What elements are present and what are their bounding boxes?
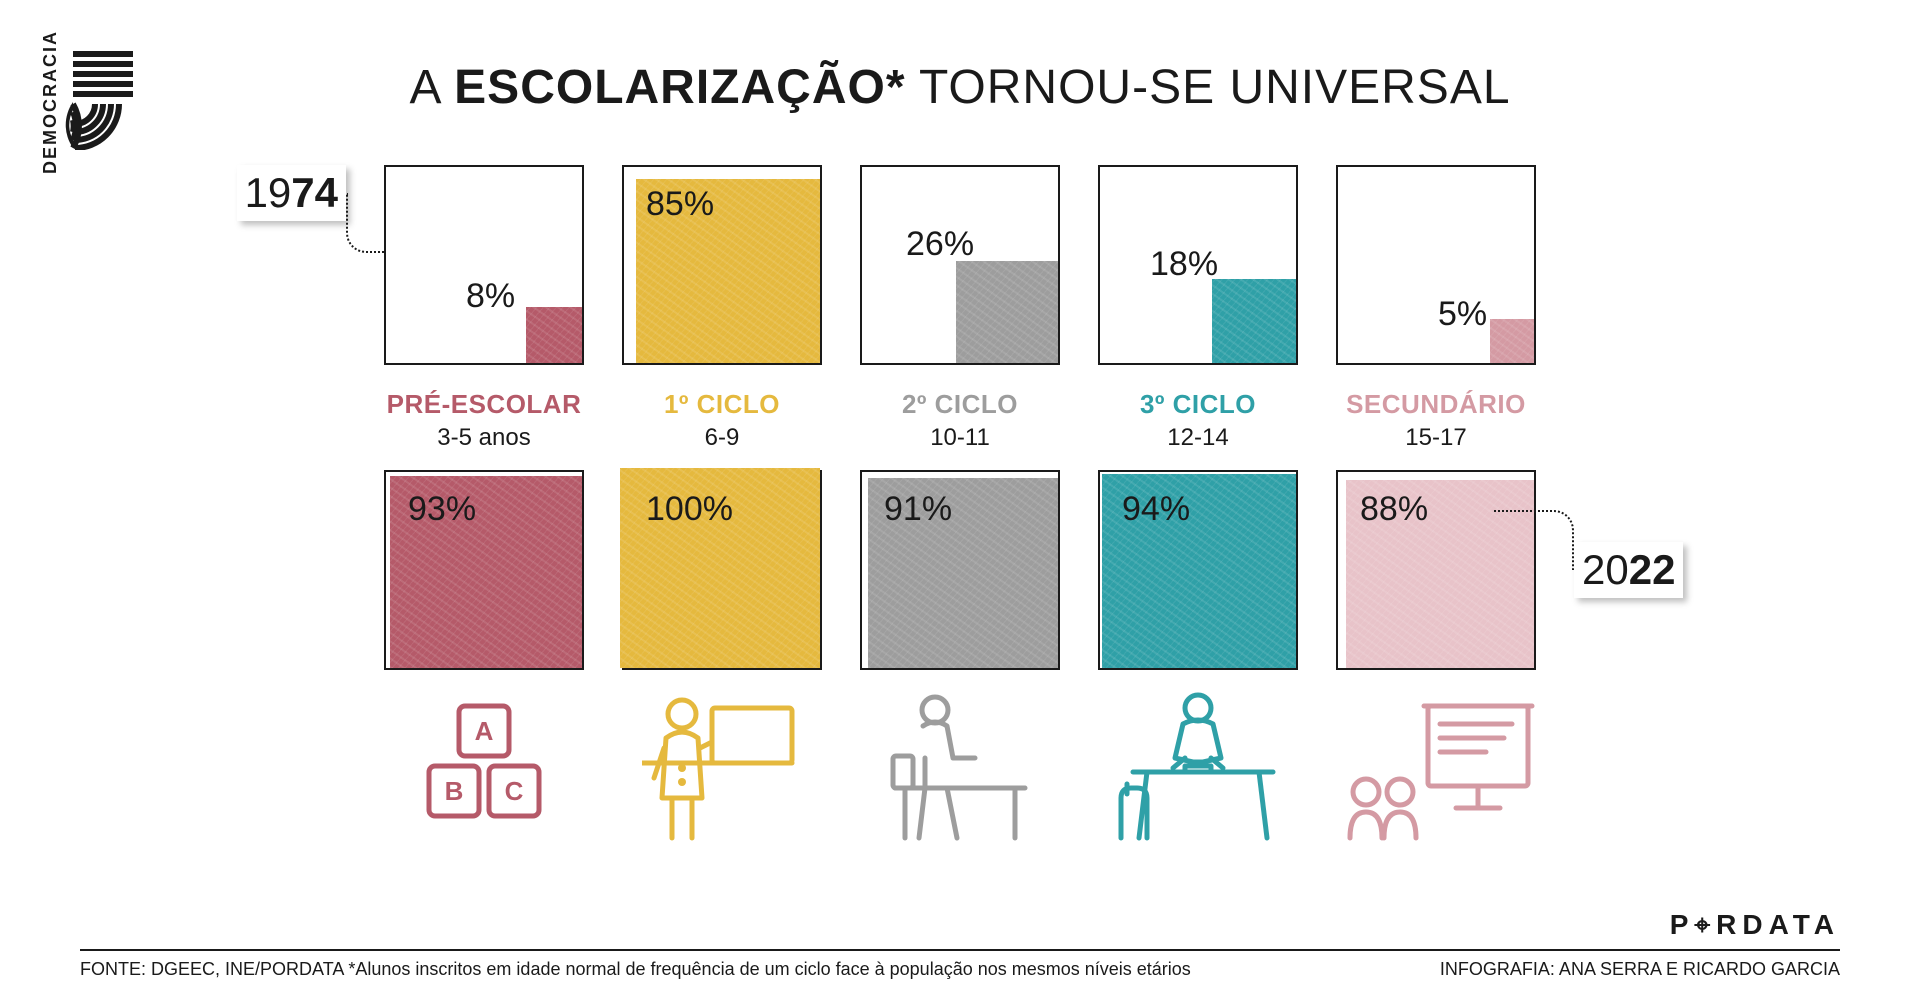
category-1-age: 6-9: [622, 424, 822, 452]
footer-credit: INFOGRAFIA: ANA SERRA E RICARDO GARCIA: [1440, 959, 1840, 980]
square-1974-4-fill: [1490, 319, 1534, 363]
brand-label: P⌖RDATA: [1670, 909, 1840, 942]
year-2022-label: 2022: [1574, 542, 1683, 598]
category-2-age: 10-11: [860, 424, 1060, 452]
square-2022-3-pct: 94%: [1122, 490, 1190, 529]
square-1974-2-fill: [956, 261, 1058, 363]
category-4-name: SECUNDÁRIO: [1336, 389, 1536, 420]
title-prefix: A: [409, 61, 454, 114]
square-1974-4: 5%: [1336, 165, 1536, 365]
category-2-icon: [860, 688, 1060, 858]
square-1974-3-pct: 18%: [1150, 245, 1218, 284]
square-2022-4: 88%: [1336, 470, 1536, 670]
square-2022-0-pct: 93%: [408, 490, 476, 529]
square-2022-1-pct: 100%: [646, 490, 733, 529]
infographic-grid: 1974 8% 85% 26% 18% 5% PRÉ-ESCOLAR 3-5 a…: [80, 165, 1840, 858]
logo-symbol-icon: [65, 50, 135, 155]
square-1974-4-pct: 5%: [1438, 295, 1487, 334]
square-2022-4-pct: 88%: [1360, 490, 1428, 529]
category-1-icon: [622, 688, 822, 858]
square-2022-3: 94%: [1098, 470, 1298, 670]
square-1974-3: 18%: [1098, 165, 1298, 365]
logo: DEMOCRACIA: [40, 30, 135, 174]
category-0-age: 3-5 anos: [384, 424, 584, 452]
square-1974-2-pct: 26%: [906, 225, 974, 264]
category-2-name: 2º CICLO: [860, 389, 1060, 420]
year-1974-label: 1974: [237, 165, 346, 221]
square-2022-0: 93%: [384, 470, 584, 670]
category-3-icon: [1098, 688, 1298, 858]
svg-text:B: B: [445, 776, 464, 806]
page-title: A ESCOLARIZAÇÃO* TORNOU-SE UNIVERSAL: [80, 60, 1840, 115]
square-2022-2: 91%: [860, 470, 1060, 670]
logo-text: DEMOCRACIA: [40, 30, 61, 174]
category-0-name: PRÉ-ESCOLAR: [384, 389, 584, 420]
square-1974-1: 85%: [622, 165, 822, 365]
square-1974-1-pct: 85%: [646, 185, 714, 224]
category-4: SECUNDÁRIO 15-17: [1336, 383, 1536, 452]
footer-source: FONTE: DGEEC, INE/PORDATA *Alunos inscri…: [80, 959, 1191, 980]
footer: FONTE: DGEEC, INE/PORDATA *Alunos inscri…: [80, 949, 1840, 980]
square-1974-0-pct: 8%: [466, 277, 515, 316]
title-row: A ESCOLARIZAÇÃO* TORNOU-SE UNIVERSAL: [80, 60, 1840, 115]
svg-text:A: A: [475, 716, 494, 746]
svg-text:C: C: [505, 776, 524, 806]
square-1974-0-fill: [526, 307, 582, 363]
category-1-name: 1º CICLO: [622, 389, 822, 420]
category-3-age: 12-14: [1098, 424, 1298, 452]
square-2022-2-pct: 91%: [884, 490, 952, 529]
category-3: 3º CICLO 12-14: [1098, 383, 1298, 452]
category-4-icon: [1336, 688, 1536, 858]
square-1974-2: 26%: [860, 165, 1060, 365]
title-bold: ESCOLARIZAÇÃO*: [454, 61, 905, 114]
title-suffix: TORNOU-SE UNIVERSAL: [906, 61, 1511, 114]
square-1974-0: 8%: [384, 165, 584, 365]
category-1: 1º CICLO 6-9: [622, 383, 822, 452]
category-4-age: 15-17: [1336, 424, 1536, 452]
category-2: 2º CICLO 10-11: [860, 383, 1060, 452]
category-3-name: 3º CICLO: [1098, 389, 1298, 420]
square-1974-3-fill: [1212, 279, 1296, 363]
square-2022-1: 100%: [622, 470, 822, 670]
category-0-icon: AB C: [384, 688, 584, 858]
category-0: PRÉ-ESCOLAR 3-5 anos: [384, 383, 584, 452]
